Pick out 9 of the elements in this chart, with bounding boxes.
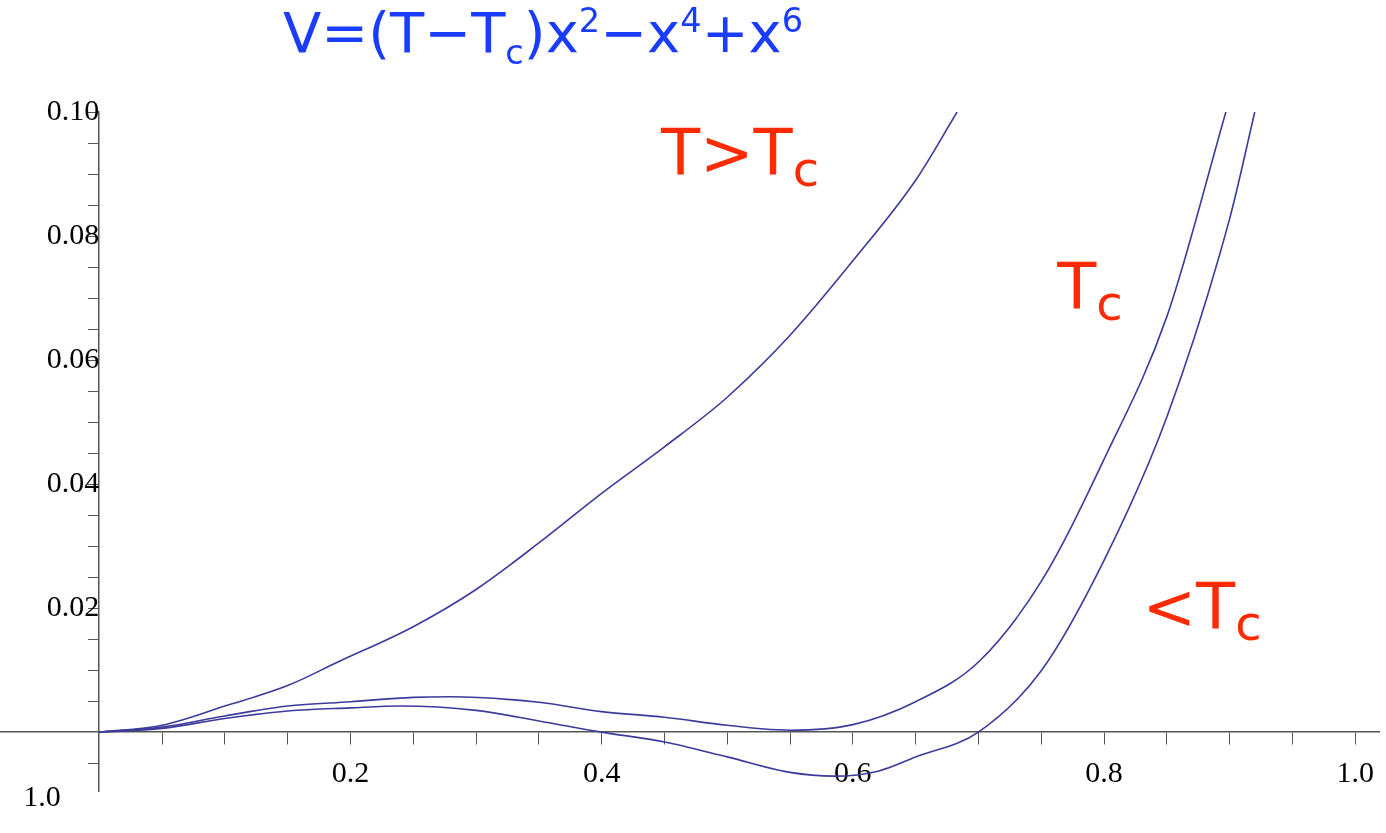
x-tick-label: 0.4 (582, 754, 621, 788)
y-tick-label: 0.02 (46, 588, 100, 622)
y-tick-label: 0.10 (46, 92, 100, 126)
annotation: 1.0 (23, 778, 61, 812)
x-tick-label: 0.2 (331, 754, 370, 788)
x-tick-label: 0.8 (1085, 754, 1123, 788)
x-tick-label: 1.0 (1336, 754, 1374, 788)
y-tick-label: 0.08 (46, 216, 100, 250)
chart-title: V=(T−T$_{c}$)x$^{2}$−x$^{4}$+x$^{6}$ (281, 0, 805, 73)
